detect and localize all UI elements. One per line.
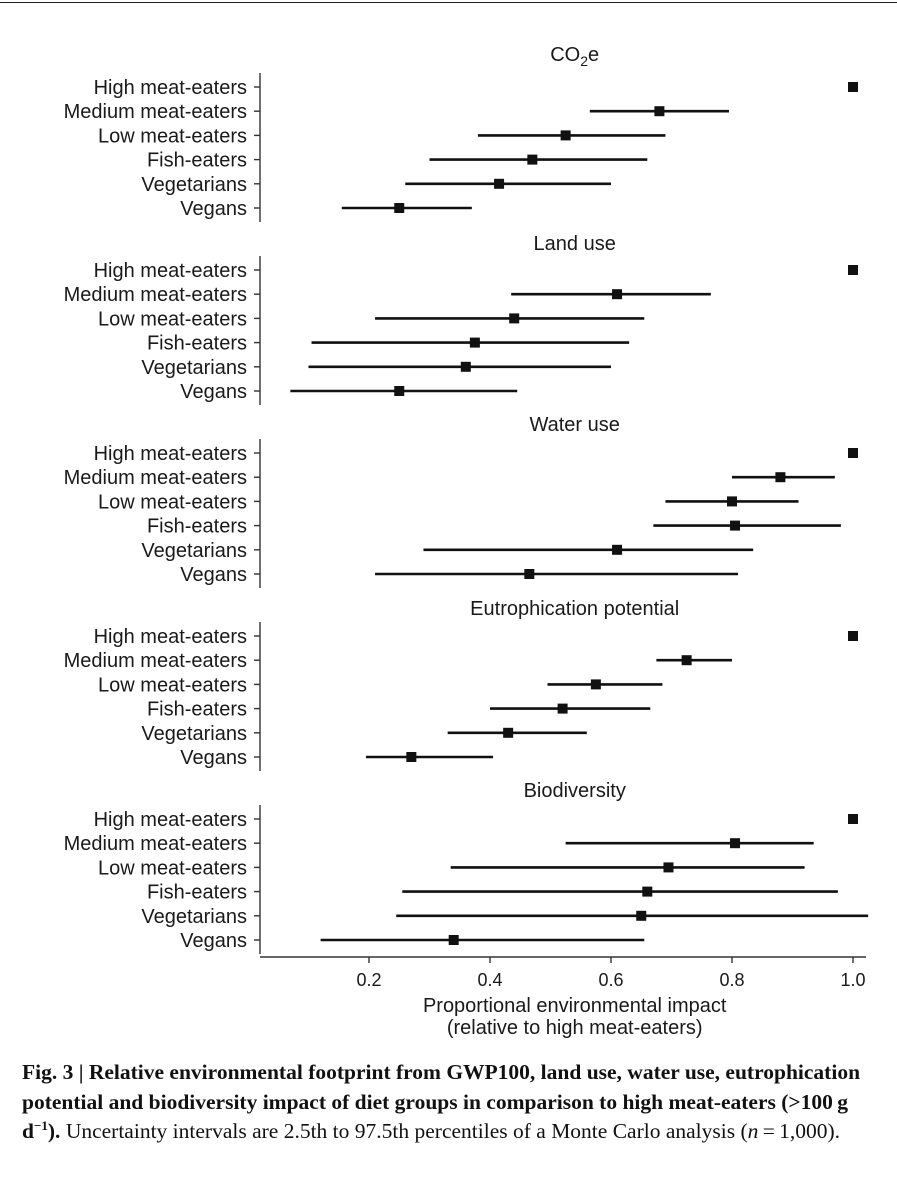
x-axis-sublabel: (relative to high meat-eaters) (447, 1017, 703, 1039)
row-label: Vegans (180, 564, 247, 586)
point-marker (394, 386, 405, 396)
row-label: Vegans (180, 198, 247, 220)
panel-title: Eutrophication potential (470, 598, 679, 620)
point-marker (503, 727, 514, 738)
point-marker (848, 265, 858, 275)
row-label: Medium meat-eaters (64, 101, 247, 123)
row-label: Medium meat-eaters (64, 650, 247, 672)
row-label: Vegetarians (141, 723, 247, 745)
point-marker (730, 838, 741, 849)
row-label: Fish-eaters (147, 699, 247, 721)
x-tick-label: 0.2 (356, 970, 381, 990)
row-label: Fish-eaters (147, 333, 247, 355)
point-marker (681, 655, 692, 666)
caption-body-1: Uncertainty intervals are 2.5th to 97.5t… (60, 1119, 748, 1143)
panel-title: CO2e (550, 44, 599, 69)
point-marker (527, 154, 538, 165)
point-marker (775, 472, 786, 483)
caption-n-symbol: n (747, 1119, 759, 1143)
caption-bold-text: Relative environmental footprint from GW… (22, 1060, 861, 1143)
caption-unit-exponent: −1 (33, 1117, 48, 1133)
top-rule (0, 2, 897, 3)
point-marker (848, 631, 858, 641)
row-label: High meat-eaters (94, 77, 247, 99)
point-marker (612, 544, 623, 555)
x-tick-label: 0.6 (598, 970, 623, 990)
row-label: Vegans (180, 747, 247, 769)
point-marker (848, 448, 858, 458)
x-tick-label: 0.4 (477, 970, 502, 990)
row-label: Fish-eaters (147, 882, 247, 904)
point-marker (494, 178, 505, 189)
caption-bold-close: ). (47, 1119, 61, 1143)
row-label: Vegans (180, 381, 247, 403)
point-marker (730, 520, 741, 531)
point-marker (394, 203, 405, 213)
x-tick-label: 1.0 (840, 970, 865, 990)
row-label: Low meat-eaters (98, 674, 247, 696)
panel-title: Biodiversity (524, 780, 626, 802)
row-label: Medium meat-eaters (64, 284, 247, 306)
point-marker (663, 862, 674, 873)
point-marker (448, 935, 459, 945)
row-label: Vegetarians (141, 174, 247, 196)
row-label: Medium meat-eaters (64, 467, 247, 489)
figure-caption: Fig. 3 | Relative environmental footprin… (22, 1058, 882, 1147)
point-marker (636, 910, 647, 921)
panel-title: Water use (529, 414, 619, 436)
row-label: Fish-eaters (147, 516, 247, 538)
row-label: Low meat-eaters (98, 857, 247, 879)
caption-fig-label: Fig. 3 | (22, 1060, 89, 1084)
x-tick-label: 0.8 (719, 970, 744, 990)
row-label: Medium meat-eaters (64, 833, 247, 855)
caption-body-2: = 1,000). (758, 1119, 841, 1143)
point-marker (406, 752, 417, 762)
point-marker (612, 289, 623, 300)
row-label: Vegans (180, 930, 247, 952)
point-marker (557, 703, 568, 714)
point-marker (524, 569, 535, 579)
point-marker (460, 361, 471, 372)
point-marker (848, 814, 858, 824)
row-label: Fish-eaters (147, 150, 247, 172)
row-label: Vegetarians (141, 357, 247, 379)
point-marker (590, 679, 601, 690)
point-marker (560, 130, 571, 141)
row-label: High meat-eaters (94, 626, 247, 648)
row-label: Low meat-eaters (98, 308, 247, 330)
row-label: High meat-eaters (94, 809, 247, 831)
row-label: High meat-eaters (94, 260, 247, 282)
row-label: Low meat-eaters (98, 491, 247, 513)
row-label: Low meat-eaters (98, 125, 247, 147)
point-marker (727, 496, 737, 507)
point-marker (469, 337, 480, 348)
row-label: High meat-eaters (94, 443, 247, 465)
x-axis-label: Proportional environmental impact (423, 995, 727, 1017)
point-marker (848, 82, 858, 92)
point-marker (642, 886, 653, 897)
panel-title: Land use (534, 233, 616, 255)
row-label: Vegetarians (141, 540, 247, 562)
point-marker (654, 106, 665, 117)
row-label: Vegetarians (141, 906, 247, 928)
point-marker (509, 313, 520, 324)
